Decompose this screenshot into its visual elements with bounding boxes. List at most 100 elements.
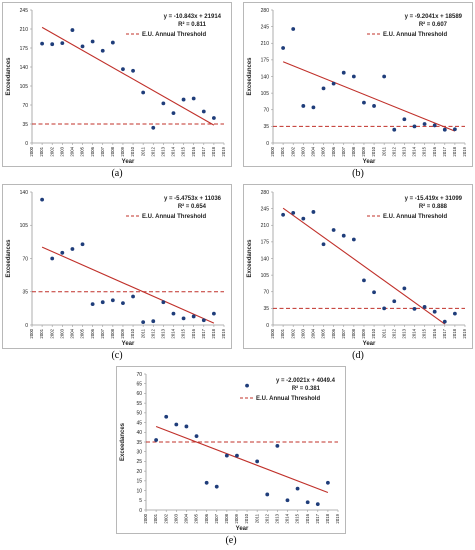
data-point	[40, 197, 45, 202]
x-tick-label: 2004	[311, 328, 316, 338]
x-tick-label: 2005	[321, 146, 326, 156]
data-point	[341, 233, 346, 238]
data-point	[412, 306, 417, 311]
data-point	[110, 298, 115, 303]
x-tick-label: 2007	[341, 146, 346, 156]
trend-line	[41, 246, 215, 324]
x-axis-label: Year	[236, 526, 249, 532]
data-point	[121, 67, 125, 72]
data-point	[402, 117, 407, 122]
trend-line	[155, 425, 329, 494]
data-point	[191, 314, 196, 319]
data-point	[351, 74, 356, 79]
r-squared-label: R² = 0.607	[419, 21, 448, 28]
chart-frame	[243, 2, 473, 167]
x-tick-label: 2008	[224, 513, 229, 523]
x-tick-label: 2018	[452, 328, 457, 338]
x-tick-label: 2019	[221, 328, 226, 338]
x-tick-label: 2006	[331, 328, 336, 338]
data-point	[281, 212, 286, 217]
x-tick-label: 2000	[29, 328, 34, 338]
x-tick-label: 2008	[110, 146, 115, 156]
data-point	[301, 104, 306, 108]
x-axis-label: Year	[363, 159, 376, 165]
x-tick-label: 2013	[275, 513, 280, 523]
data-point	[382, 74, 387, 79]
data-point	[60, 250, 65, 255]
x-tick-label: 2015	[422, 146, 427, 156]
y-tick-label: 0	[266, 141, 269, 147]
x-axis-label: Year	[122, 341, 135, 347]
data-point	[442, 319, 447, 324]
data-point	[311, 210, 316, 214]
data-point	[341, 70, 346, 75]
x-tick-label: 2000	[270, 146, 275, 156]
y-tick-label: 0	[266, 323, 269, 329]
data-point	[80, 44, 85, 49]
x-tick-label: 2007	[341, 328, 346, 338]
panel-label-a: (a)	[111, 168, 123, 179]
data-point	[281, 46, 286, 50]
data-point	[291, 211, 296, 215]
y-tick-label: 210	[261, 223, 270, 229]
data-point	[151, 125, 156, 130]
data-point	[194, 434, 199, 439]
x-tick-label: 2016	[432, 328, 437, 338]
y-tick-label: 70	[22, 256, 28, 262]
trend-line	[282, 61, 456, 132]
y-tick-label: 35	[263, 124, 269, 130]
data-point	[331, 228, 336, 232]
x-tick-label: 2009	[361, 146, 366, 156]
x-tick-label: 2015	[422, 328, 427, 338]
x-tick-label: 2009	[234, 513, 239, 523]
data-point	[351, 237, 356, 242]
data-point	[50, 256, 55, 261]
data-point	[161, 300, 166, 305]
trend-equation: y = -2.0021x + 4049.4	[276, 378, 336, 384]
x-tick-label: 2019	[462, 146, 467, 156]
data-point	[204, 480, 209, 485]
y-tick-label: 60	[136, 391, 142, 397]
x-tick-label: 2007	[100, 146, 105, 156]
chart-svg-c: 0 35 70 105 140 2000 2001 2002 2003 2004 2005 2006 2…	[2, 184, 232, 349]
x-tick-label: 2005	[194, 513, 199, 523]
x-axis-label: Year	[363, 341, 376, 347]
chart-panel-b: 0 35 70 105 140 175 210 245 280 2000 2001 2002 2003 2…	[243, 2, 473, 180]
r-squared-label: R² = 0.654	[178, 203, 207, 210]
y-tick-label: 105	[20, 223, 29, 229]
x-tick-label: 2001	[280, 146, 285, 156]
x-tick-label: 2001	[280, 328, 285, 338]
x-tick-label: 2001	[153, 513, 158, 523]
y-tick-label: 140	[261, 256, 270, 262]
y-tick-label: 245	[20, 8, 29, 14]
data-point	[40, 41, 45, 46]
r-squared-label: R² = 0.888	[419, 203, 448, 210]
x-tick-label: 2018	[325, 513, 330, 523]
chart-svg-e: 0 5 10 15 20 25 30 35 40 45 50 55 60 65 70 2000 2001 2002…	[116, 366, 346, 534]
y-tick-label: 65	[136, 382, 142, 388]
data-point	[422, 122, 427, 126]
y-tick-label: 35	[263, 306, 269, 312]
data-point	[235, 453, 239, 458]
y-axis-label: Exceedances	[6, 239, 12, 278]
data-point	[392, 127, 397, 132]
chart-frame	[2, 184, 232, 349]
x-tick-label: 2012	[150, 146, 155, 156]
x-tick-label: 2000	[29, 146, 34, 156]
data-point	[325, 480, 330, 485]
x-tick-label: 2004	[70, 328, 75, 338]
r-squared-label: R² = 0.381	[292, 385, 321, 392]
y-tick-label: 105	[261, 273, 270, 279]
y-tick-label: 105	[261, 91, 270, 97]
y-tick-label: 25	[136, 459, 142, 465]
data-point	[80, 242, 85, 247]
x-tick-label: 2002	[290, 328, 295, 338]
data-point	[301, 216, 306, 221]
y-tick-label: 105	[20, 84, 29, 90]
data-point	[141, 90, 146, 95]
x-tick-label: 2012	[391, 328, 396, 338]
data-point	[131, 68, 135, 73]
x-tick-label: 2005	[80, 328, 85, 338]
panel-label-e: (e)	[225, 535, 237, 546]
chart-panel-d: 0 35 70 105 140 175 210 245 280 2000 2001 2002 2003 2…	[243, 184, 473, 362]
